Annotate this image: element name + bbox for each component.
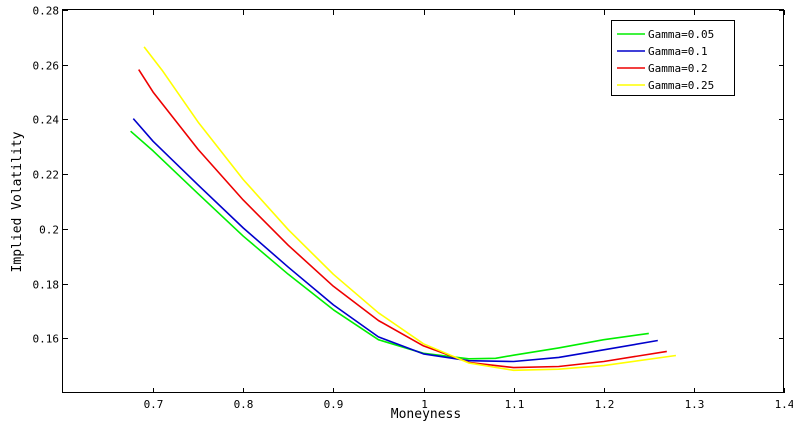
x-tick-label: 1.4 xyxy=(775,398,793,411)
y-tick-label: 0.16 xyxy=(33,333,60,346)
legend-label: Gamma=0.25 xyxy=(648,79,714,92)
y-tick-label: 0.28 xyxy=(33,5,60,18)
x-tick-label: 0.7 xyxy=(144,398,164,411)
legend-label: Gamma=0.1 xyxy=(648,45,708,58)
x-axis-label: Moneyness xyxy=(391,407,461,422)
legend-label: Gamma=0.2 xyxy=(648,62,708,75)
legend-box xyxy=(611,20,735,96)
x-tick-label: 0.8 xyxy=(234,398,254,411)
legend: Gamma=0.05 Gamma=0.1 Gamma=0.2 Gamma=0.25 xyxy=(611,20,735,96)
series-line-3 xyxy=(138,69,667,369)
y-tick-label: 0.24 xyxy=(33,114,60,127)
y-axis-label: Implied Volatility xyxy=(10,131,25,272)
series-line-4 xyxy=(143,46,677,372)
x-tick-label: 1 xyxy=(421,398,428,411)
y-tick-label: 0.22 xyxy=(33,169,60,182)
x-tick-label: 1.1 xyxy=(505,398,525,411)
y-tick-label: 0.18 xyxy=(33,279,60,292)
x-tick-label: 1.3 xyxy=(685,398,705,411)
legend-label: Gamma=0.05 xyxy=(648,28,714,41)
x-tick-label: 0.9 xyxy=(324,398,344,411)
series-line-1 xyxy=(130,130,649,360)
y-axis: 0.16 0.18 0.2 0.22 0.24 0.26 0.28 xyxy=(33,5,784,346)
y-tick-label: 0.26 xyxy=(33,60,60,73)
x-tick-label: 1.2 xyxy=(595,398,615,411)
series-layer xyxy=(130,46,677,372)
series-line-2 xyxy=(132,118,658,363)
y-tick-label: 0.2 xyxy=(39,224,59,237)
x-axis: 0.7 0.8 0.9 1 1.1 1.2 1.3 1.4 xyxy=(144,10,793,411)
